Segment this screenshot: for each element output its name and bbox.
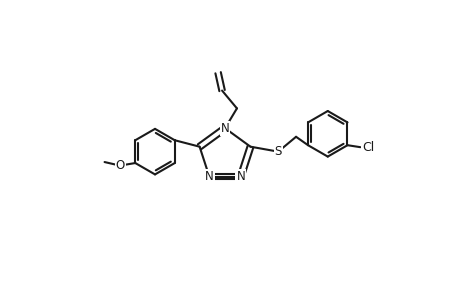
Text: Cl: Cl xyxy=(361,141,374,154)
Text: S: S xyxy=(274,145,281,158)
Text: N: N xyxy=(220,122,229,135)
Text: N: N xyxy=(236,170,245,183)
Text: N: N xyxy=(205,170,213,183)
Text: O: O xyxy=(116,158,125,172)
